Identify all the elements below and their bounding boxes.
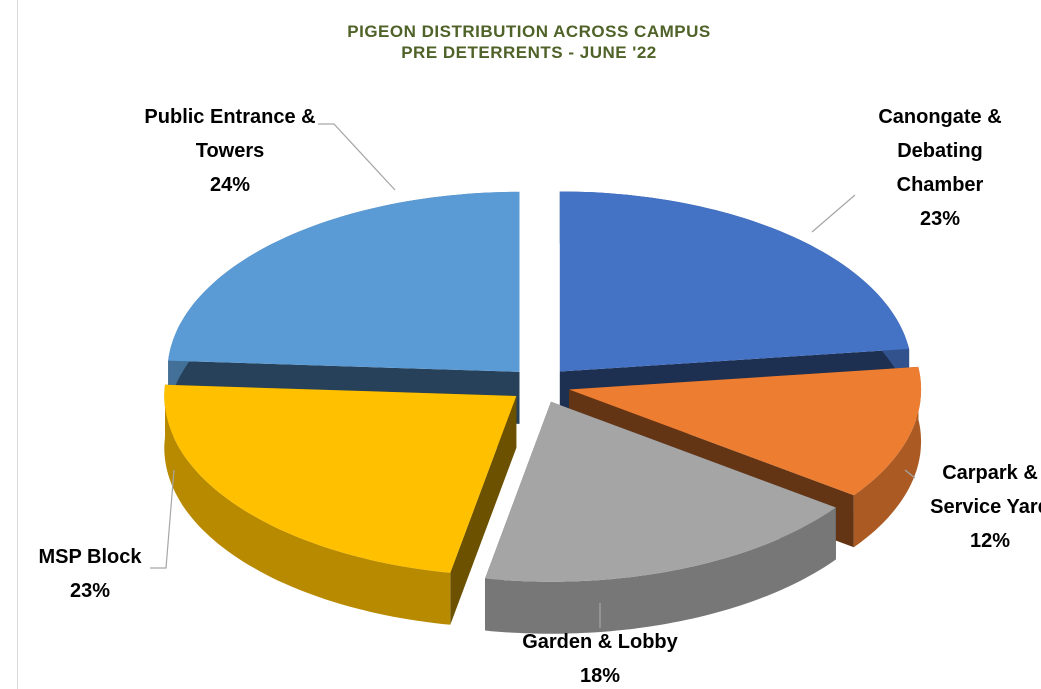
leader-line <box>150 469 175 569</box>
label-value: 23% <box>919 208 961 230</box>
chart-border <box>17 0 18 689</box>
chart-title: PIGEON DISTRIBUTION ACROSS CAMPUS <box>347 22 711 41</box>
data-label: MSP Block 23% <box>20 540 160 608</box>
slice-side <box>450 396 517 625</box>
slice-top <box>168 191 520 372</box>
slice-top <box>164 384 517 573</box>
slice-top <box>559 191 910 372</box>
label-value: 24% <box>209 174 251 196</box>
label-value: 12% <box>969 530 1011 552</box>
slice-top <box>485 401 836 582</box>
chart-subtitle: PRE DETERRENTS - JUNE '22 <box>401 43 657 62</box>
data-label: Garden & Lobby 18% <box>500 625 700 689</box>
slice-wall <box>485 507 836 634</box>
leader-line <box>811 194 856 233</box>
label-name: Public Entrance & Towers <box>144 106 316 162</box>
slice-wall <box>164 384 451 625</box>
slice <box>164 384 517 625</box>
label-name: MSP Block <box>38 546 142 568</box>
label-value: 18% <box>579 665 621 687</box>
slice-top <box>569 366 922 496</box>
data-label: Public Entrance & Towers 24% <box>130 100 330 202</box>
slice <box>485 401 836 634</box>
leader-line <box>318 123 396 191</box>
data-label: Carpark & Service Yard 12% <box>905 456 1041 558</box>
label-name: Canongate & Debating Chamber <box>878 106 1002 196</box>
label-value: 23% <box>69 580 111 602</box>
label-name: Carpark & Service Yard <box>930 462 1041 518</box>
slice-wall <box>853 366 922 548</box>
label-name: Garden & Lobby <box>522 631 678 653</box>
leader-line <box>904 469 916 479</box>
data-label: Canongate & Debating Chamber 23% <box>860 100 1020 236</box>
